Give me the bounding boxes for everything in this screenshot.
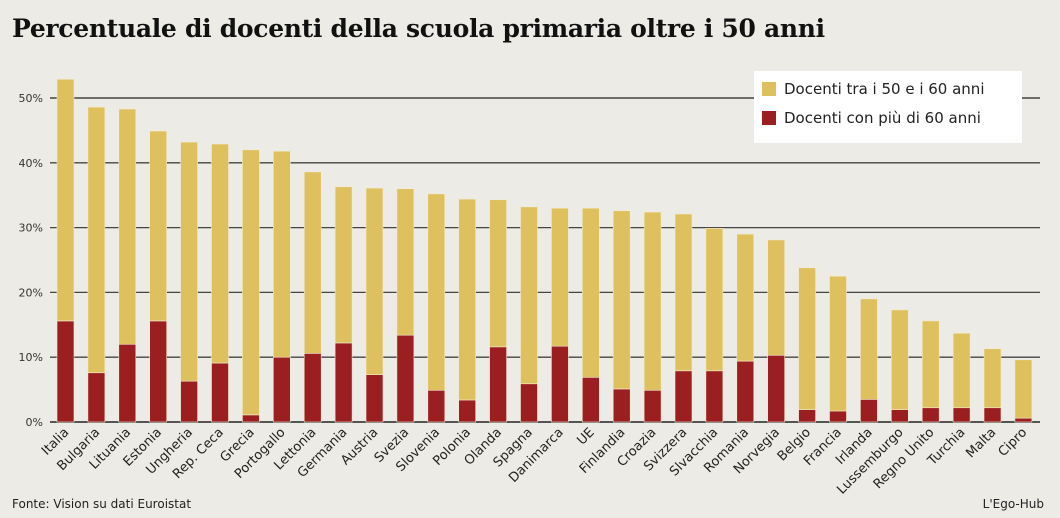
bar-segment bbox=[890, 309, 909, 410]
bar-segment bbox=[334, 342, 353, 423]
bar-segment bbox=[365, 187, 384, 375]
bar-segment bbox=[458, 198, 477, 401]
bar-segment bbox=[705, 227, 724, 372]
bar-segment bbox=[767, 354, 786, 423]
bar-segment bbox=[489, 346, 507, 423]
bar-segment bbox=[87, 106, 106, 374]
bar-segment bbox=[458, 399, 477, 423]
legend: Docenti tra i 50 e i 60 anni Docenti con… bbox=[754, 71, 1022, 143]
bar-segment bbox=[211, 143, 229, 364]
x-tick-label: UE bbox=[574, 425, 597, 448]
legend-swatch bbox=[762, 111, 776, 125]
bar-segment bbox=[180, 141, 198, 382]
bar-segment bbox=[365, 374, 384, 423]
bar-segment bbox=[489, 199, 507, 348]
bar-segment bbox=[860, 298, 878, 400]
legend-label: Docenti tra i 50 e i 60 anni bbox=[784, 80, 985, 98]
bar-segment bbox=[242, 414, 260, 423]
chart-title: Percentuale di docenti della scuola prim… bbox=[12, 14, 825, 43]
bar-segment bbox=[983, 348, 1002, 409]
legend-item-50-60: Docenti tra i 50 e i 60 anni bbox=[762, 80, 985, 98]
bar-segment bbox=[643, 211, 662, 391]
y-tick-label: 10% bbox=[19, 351, 43, 364]
bar-segment bbox=[1014, 417, 1033, 423]
bar-segment bbox=[551, 207, 569, 347]
x-tick-label: Cipro bbox=[996, 425, 1031, 460]
bar-segment bbox=[798, 409, 816, 423]
bar-segment bbox=[520, 206, 538, 385]
legend-label: Docenti con più di 60 anni bbox=[784, 109, 981, 127]
bar-segment bbox=[427, 389, 446, 423]
bar-segment bbox=[272, 150, 291, 358]
bar-segment bbox=[674, 213, 693, 372]
bar-segment bbox=[581, 207, 600, 378]
bar-segment bbox=[334, 186, 353, 344]
bar-segment bbox=[581, 376, 600, 423]
bar-segment bbox=[983, 407, 1002, 423]
y-tick-label: 20% bbox=[19, 286, 43, 299]
bar-segment bbox=[396, 188, 415, 336]
bar-segment bbox=[860, 399, 878, 423]
bar-segment bbox=[56, 78, 75, 322]
y-tick-label: 40% bbox=[19, 157, 43, 170]
bar-segment bbox=[211, 362, 229, 423]
bar-segment bbox=[798, 267, 816, 410]
legend-swatch bbox=[762, 82, 776, 96]
bar-segment bbox=[551, 345, 569, 423]
legend-item-over-60: Docenti con più di 60 anni bbox=[762, 109, 981, 127]
bar-segment bbox=[118, 343, 137, 423]
credit: L'Ego-Hub bbox=[982, 497, 1044, 511]
bar-segment bbox=[149, 320, 167, 423]
bar-segment bbox=[643, 389, 662, 423]
bar-segment bbox=[612, 210, 631, 390]
source-note: Fonte: Vision su dati Euroistat bbox=[12, 497, 192, 511]
bar-segment bbox=[118, 108, 137, 345]
bar-segment bbox=[87, 372, 106, 423]
bar-segment bbox=[272, 356, 291, 423]
bar-segment bbox=[396, 334, 415, 423]
bar-segment bbox=[612, 388, 631, 423]
bar-segment bbox=[952, 407, 971, 423]
bar-segment bbox=[303, 171, 322, 354]
bar-segment bbox=[767, 239, 786, 356]
x-tick-label: Malta bbox=[963, 425, 999, 461]
bar-segment bbox=[149, 130, 167, 322]
bar-segment bbox=[427, 193, 446, 391]
bar-segment bbox=[921, 320, 940, 409]
bar-segment bbox=[242, 149, 260, 416]
bar-segment bbox=[180, 380, 198, 423]
bar-segment bbox=[1014, 359, 1033, 419]
bar-segment bbox=[56, 320, 75, 423]
bar-segment bbox=[921, 407, 940, 423]
bar-segment bbox=[520, 383, 538, 423]
bar-segment bbox=[674, 370, 693, 423]
y-tick-label: 50% bbox=[19, 92, 43, 105]
bar-segment bbox=[952, 332, 971, 409]
bar-segment bbox=[705, 370, 724, 423]
y-tick-label: 30% bbox=[19, 222, 43, 235]
bar-segment bbox=[890, 409, 909, 423]
bar-segment bbox=[829, 410, 847, 423]
bar-segment bbox=[736, 360, 755, 423]
bar-segment bbox=[736, 233, 755, 362]
y-tick-label: 0% bbox=[26, 416, 43, 429]
bar-segment bbox=[303, 353, 322, 423]
bar-segment bbox=[829, 275, 847, 412]
